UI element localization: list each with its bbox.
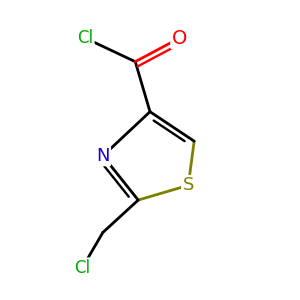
Text: O: O xyxy=(172,28,187,48)
Text: Cl: Cl xyxy=(74,259,90,277)
Text: S: S xyxy=(183,176,194,194)
Text: Cl: Cl xyxy=(77,29,93,47)
Text: N: N xyxy=(96,147,110,165)
